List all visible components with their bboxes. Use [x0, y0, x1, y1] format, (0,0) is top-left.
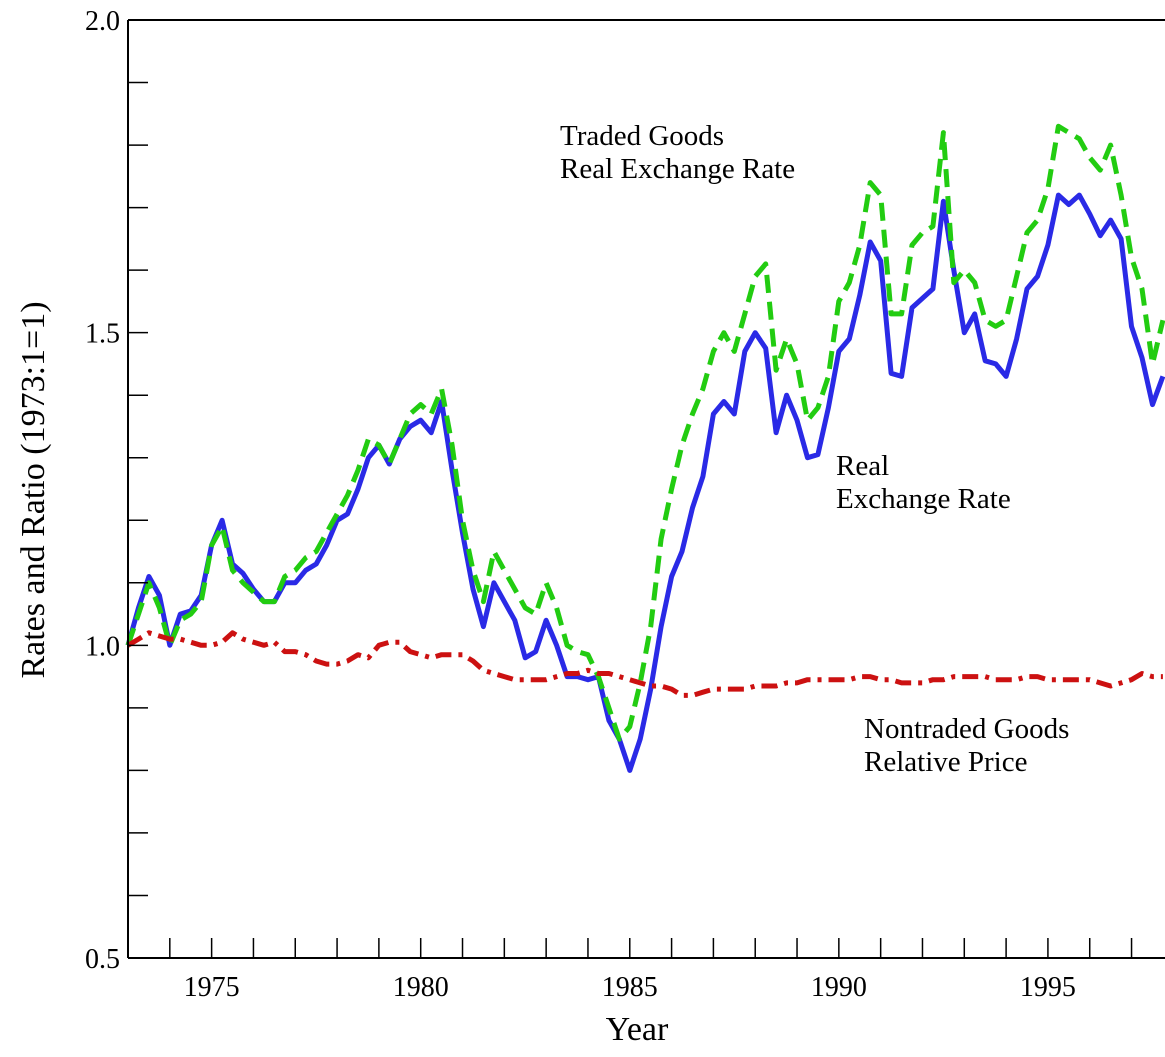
annotation: Nontraded Goods — [864, 713, 1069, 745]
x-tick-label: 1975 — [184, 972, 240, 1003]
x-axis-label: Year — [606, 1011, 669, 1048]
annotation: Traded Goods — [560, 120, 724, 152]
y-axis-label: Rates and Ratio (1973:1=1) — [15, 301, 52, 678]
y-tick-label: 0.5 — [85, 944, 120, 975]
x-tick-label: 1990 — [811, 972, 867, 1003]
annotation: Exchange Rate — [836, 483, 1011, 515]
series-line — [125, 192, 1165, 773]
y-tick-label: 1.5 — [85, 319, 120, 350]
x-tick-label: 1980 — [393, 972, 449, 1003]
x-tick-label: 1985 — [602, 972, 658, 1003]
series-line — [125, 123, 1165, 742]
y-tick-label: 2.0 — [85, 6, 120, 37]
y-tick-label: 1.0 — [85, 631, 120, 662]
annotation: Real — [836, 450, 889, 482]
x-tick-label: 1995 — [1020, 972, 1076, 1003]
annotation: Relative Price — [864, 746, 1027, 778]
annotation: Real Exchange Rate — [560, 153, 795, 185]
